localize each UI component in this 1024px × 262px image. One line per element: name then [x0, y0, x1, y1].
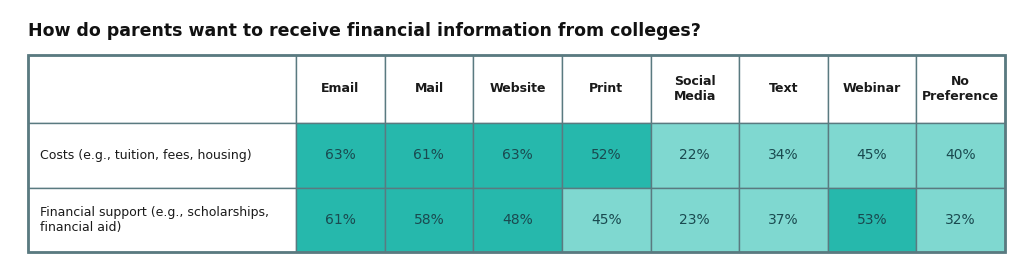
Bar [28, 188, 296, 252]
Text: 52%: 52% [591, 148, 622, 162]
Bar [916, 123, 1005, 188]
Text: 34%: 34% [768, 148, 799, 162]
Text: 53%: 53% [857, 213, 888, 227]
Text: 61%: 61% [414, 148, 444, 162]
Text: 37%: 37% [768, 213, 799, 227]
Bar [739, 55, 827, 123]
Bar [650, 55, 739, 123]
Text: Webinar: Webinar [843, 83, 901, 96]
Bar [650, 123, 739, 188]
Bar [916, 55, 1005, 123]
Bar [562, 55, 650, 123]
Text: Print: Print [589, 83, 624, 96]
Text: Website: Website [489, 83, 546, 96]
Text: 61%: 61% [325, 213, 355, 227]
Text: 22%: 22% [680, 148, 710, 162]
Text: 23%: 23% [680, 213, 710, 227]
Text: Email: Email [322, 83, 359, 96]
Bar [385, 123, 473, 188]
Text: Costs (e.g., tuition, fees, housing): Costs (e.g., tuition, fees, housing) [40, 149, 252, 162]
Bar [296, 55, 385, 123]
Text: 45%: 45% [857, 148, 888, 162]
Text: How do parents want to receive financial information from colleges?: How do parents want to receive financial… [28, 22, 700, 40]
Text: 48%: 48% [502, 213, 532, 227]
Bar [827, 55, 916, 123]
Text: Text: Text [769, 83, 798, 96]
Bar [827, 188, 916, 252]
Bar [296, 123, 385, 188]
Text: 58%: 58% [414, 213, 444, 227]
Text: Social
Media: Social Media [674, 75, 716, 103]
Bar [650, 188, 739, 252]
Bar [385, 188, 473, 252]
Bar [562, 188, 650, 252]
Bar [385, 55, 473, 123]
Bar [28, 55, 1005, 252]
Text: 32%: 32% [945, 213, 976, 227]
Bar [28, 123, 296, 188]
Text: No
Preference: No Preference [923, 75, 999, 103]
Bar [28, 55, 296, 123]
Bar [916, 188, 1005, 252]
Bar [473, 55, 562, 123]
Text: Financial support (e.g., scholarships,
financial aid): Financial support (e.g., scholarships, f… [40, 206, 269, 234]
Bar [739, 123, 827, 188]
Bar [296, 188, 385, 252]
Text: 45%: 45% [591, 213, 622, 227]
Bar [473, 123, 562, 188]
Bar [739, 188, 827, 252]
Text: 40%: 40% [945, 148, 976, 162]
Text: Mail: Mail [415, 83, 443, 96]
Bar [827, 123, 916, 188]
Bar [473, 188, 562, 252]
Text: 63%: 63% [502, 148, 532, 162]
Bar [562, 123, 650, 188]
Text: 63%: 63% [325, 148, 355, 162]
